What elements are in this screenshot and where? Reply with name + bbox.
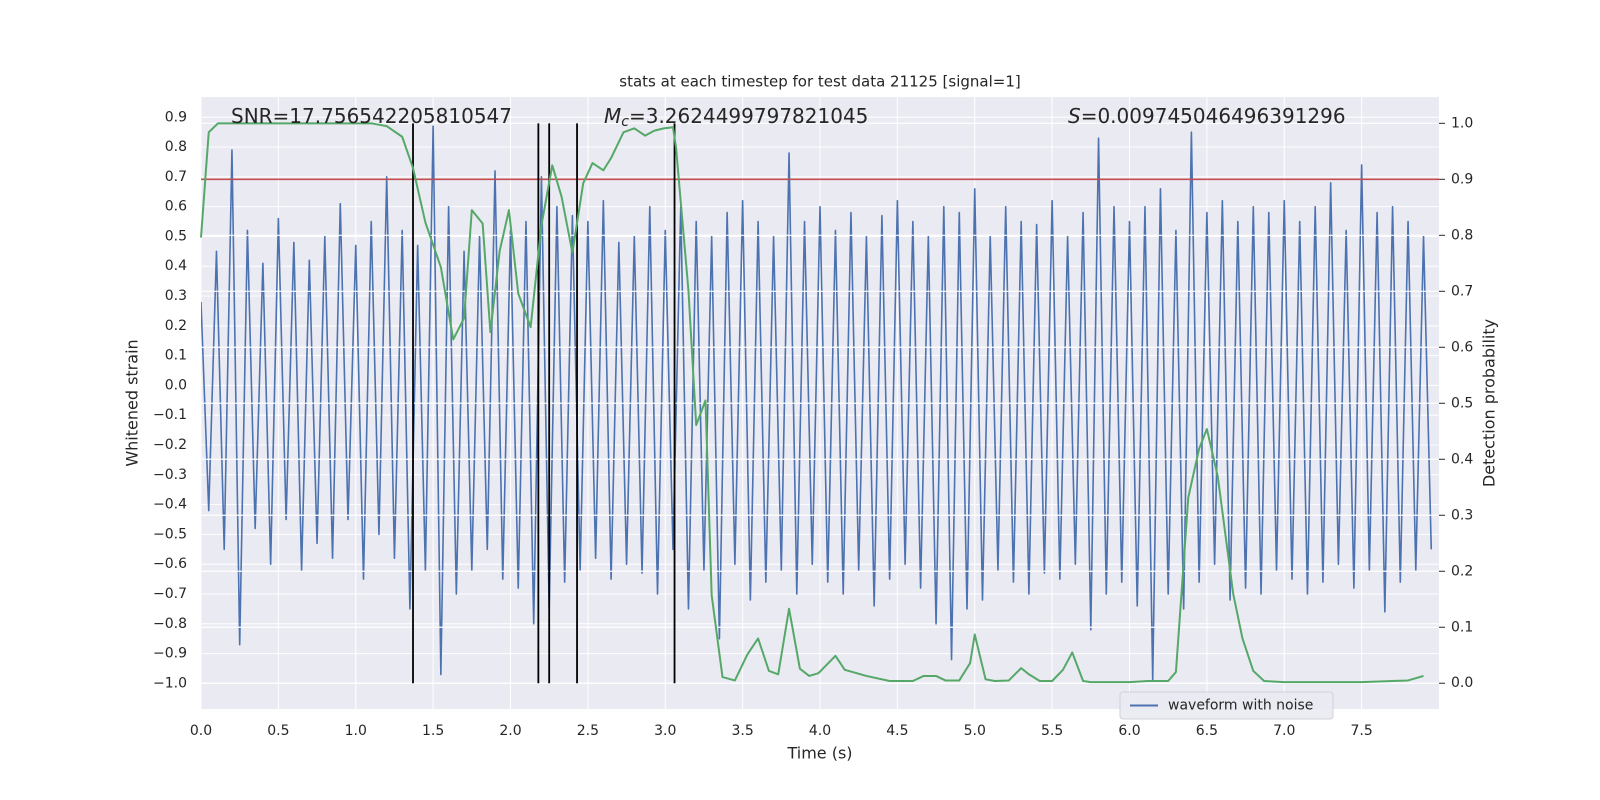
x-tick-label: 7.5 — [1350, 723, 1372, 739]
annotation-text: SNR=17.756542205810547 — [231, 104, 512, 128]
y-tick-label: −0.1 — [153, 407, 187, 423]
legend-box — [1119, 691, 1334, 720]
y2-tick-label: 0.2 — [1451, 563, 1473, 579]
x-tick-label: 4.5 — [886, 723, 908, 739]
y-tick-label: 0.9 — [165, 109, 187, 125]
y2-tick-label: 0.3 — [1451, 507, 1473, 523]
y-tick-label: 0.5 — [165, 228, 187, 244]
y-tick-label: −0.4 — [153, 497, 187, 513]
annotation-text: =3.2624499797821045 — [629, 104, 868, 128]
waveform-line — [201, 125, 1433, 682]
x-tick-label: 6.5 — [1196, 723, 1218, 739]
y2-tick-label: 0.9 — [1451, 171, 1473, 187]
x-tick-label: 0.0 — [190, 723, 212, 739]
x-tick-label: 3.5 — [731, 723, 753, 739]
y2-tick-label: 1.0 — [1451, 115, 1473, 131]
x-tick-label: 0.5 — [267, 723, 289, 739]
y-tick-label: −1.0 — [153, 675, 187, 691]
y2-tick-label: 0.6 — [1451, 339, 1473, 355]
y-tick-label: 0.8 — [165, 139, 187, 155]
y2-tick-label: 0.1 — [1451, 619, 1473, 635]
y-tick-label: −0.3 — [153, 467, 187, 483]
x-tick-label: 5.5 — [1041, 723, 1063, 739]
chart-title: stats at each timestep for test data 211… — [619, 73, 1020, 91]
y-tick-label: 0.3 — [165, 288, 187, 304]
x-tick-label: 5.0 — [964, 723, 986, 739]
y-tick-label: −0.8 — [153, 616, 187, 632]
annotation-symbol: S — [1068, 104, 1081, 128]
y-tick-label: −0.7 — [153, 586, 187, 602]
y2-tick-label: 0.0 — [1451, 675, 1473, 691]
x-tick-label: 3.0 — [654, 723, 676, 739]
y-tick-label: 0.1 — [165, 348, 187, 364]
y2-tick-label: 0.4 — [1451, 451, 1473, 467]
y-tick-label: −0.2 — [153, 437, 187, 453]
x-tick-label: 7.0 — [1273, 723, 1295, 739]
x-axis-label: Time (s) — [786, 744, 852, 763]
y2-tick-label: 0.8 — [1451, 227, 1473, 243]
y2-tick-label: 0.5 — [1451, 395, 1473, 411]
annotation: SNR=17.756542205810547 — [231, 104, 512, 128]
x-tick-label: 1.0 — [345, 723, 367, 739]
overlay-layer — [200, 122, 1439, 684]
annotation-text: =0.009745046496391296 — [1081, 104, 1346, 128]
y-tick-label: −0.5 — [153, 526, 187, 542]
annotation: Mc=3.2624499797821045 — [604, 104, 868, 131]
annotation: S=0.009745046496391296 — [1068, 104, 1346, 128]
x-tick-label: 2.0 — [499, 723, 521, 739]
y-tick-label: 0.4 — [165, 258, 187, 274]
legend-label: waveform with noise — [1168, 698, 1313, 714]
y2-axis-label: Detection probability — [1480, 319, 1499, 487]
annotation-subscript: c — [621, 114, 629, 130]
y-tick-label: 0.2 — [165, 318, 187, 334]
y-tick-label: −0.6 — [153, 556, 187, 572]
y-tick-label: 0.0 — [165, 377, 187, 393]
y2-tick-label: 0.7 — [1451, 283, 1473, 299]
x-tick-label: 1.5 — [422, 723, 444, 739]
y-tick-label: 0.6 — [165, 199, 187, 215]
x-tick-label: 2.5 — [577, 723, 599, 739]
y-tick-label: −0.9 — [153, 646, 187, 662]
y-tick-label: 0.7 — [165, 169, 187, 185]
marks-layer — [201, 125, 1433, 682]
x-tick-label: 6.0 — [1118, 723, 1140, 739]
x-tick-label: 4.0 — [809, 723, 831, 739]
annotation-symbol: M — [604, 104, 621, 128]
probability-line — [200, 122, 1424, 684]
y-axis-label: Whitened strain — [123, 339, 142, 466]
